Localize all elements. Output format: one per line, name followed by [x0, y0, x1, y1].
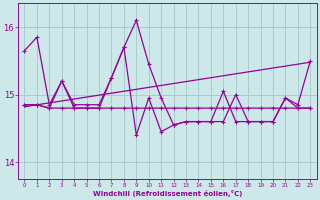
- X-axis label: Windchill (Refroidissement éolien,°C): Windchill (Refroidissement éolien,°C): [93, 190, 242, 197]
